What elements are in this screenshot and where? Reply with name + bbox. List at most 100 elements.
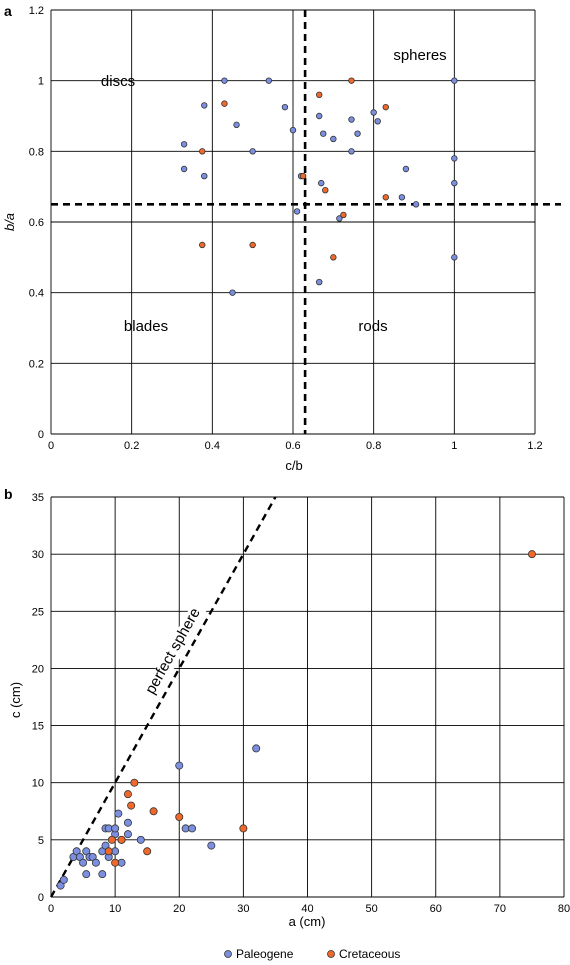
panel-b-point-paleogene [136,835,145,844]
panel-b-x-tick-label: 0 [48,903,54,915]
panel-a-point-cretaceous [348,77,355,84]
panel-a-x-tick-label: 0.6 [285,440,300,452]
panel-b-x-tick-label: 40 [301,903,313,915]
panel-b-point-paleogene [207,841,216,850]
panel-a-y-tick-label: 0 [38,429,44,441]
panel-b-point-cretaceous [143,847,152,856]
perfect-sphere-dash [49,496,277,898]
panel-b-point-cretaceous [111,858,120,867]
panel-b: b 0 10 20 30 40 50 60 70 80 0 5 10 15 20 25 30 35 perfec… [4,486,570,961]
panel-b-x-tick-label: 50 [366,903,378,915]
panel-b-y-tick-label: 0 [38,892,44,904]
panel-b-point-paleogene [82,870,91,879]
perfect-sphere-line: perfect sphere [49,496,277,898]
panel-a-point-cretaceous [382,194,389,201]
panel-a-y-tick-label: 0.2 [29,358,44,370]
panel-a-x-axis-label: c/b [285,458,302,473]
panel-a-points [180,77,458,296]
panel-b-point-cretaceous [104,847,113,856]
panel-a-point-cretaceous [221,100,228,107]
panel-b-point-paleogene [123,830,132,839]
panel-b-point-paleogene [79,858,88,867]
panel-b-point-cretaceous [239,824,248,833]
legend: Paleogene Cretaceous [224,947,400,961]
panel-a-tick-labels: 0 0.2 0.4 0.6 0.8 1 1.2 0 0.2 0.4 0.6 0.8 1 1.2 [29,5,543,452]
panel-a-point-cretaceous [199,241,206,249]
panel-b-y-tick-label: 30 [32,549,44,561]
panel-b-point-cretaceous [107,835,116,844]
panel-a-point-paleogene [354,130,361,137]
panel-b-point-paleogene [252,744,261,753]
panel-b-point-paleogene [188,824,197,833]
panel-a-point-paleogene [451,155,458,162]
panel-b-point-paleogene [91,858,100,867]
panel-a-x-tick-label: 0 [48,440,54,452]
panel-b-point-paleogene [175,761,184,770]
panel-b-y-tick-label: 20 [32,663,44,675]
panel-a-y-tick-label: 1 [38,76,44,88]
panel-b-point-cretaceous [527,550,536,559]
panel-a-point-paleogene [451,77,458,84]
panel-a-y-tick-label: 0.6 [29,217,44,229]
panel-b-x-tick-label: 30 [237,903,249,915]
perfect-sphere-label-bg [141,602,207,702]
panel-a-point-paleogene [289,126,297,134]
panel-a-point-paleogene [233,121,240,129]
panel-a-point-paleogene [201,172,208,180]
panel-b-point-paleogene [114,809,123,818]
panel-a-point-paleogene [320,130,327,137]
panel-b-x-tick-label: 10 [109,903,121,915]
panel-b-y-tick-label: 10 [32,778,44,790]
panel-a-x-tick-label: 0.8 [366,440,381,452]
panel-a-region-blades: blades [124,318,168,335]
panel-a-threshold-lines [51,10,561,434]
panel-b-tick-labels: 0 10 20 30 40 50 60 70 80 0 5 10 15 20 25 30 35 [32,492,570,915]
panel-b-x-tick-label: 60 [430,903,442,915]
panel-a-point-paleogene [249,148,256,155]
legend-marker-cretaceous [327,950,335,958]
panel-b-y-tick-label: 5 [38,835,44,847]
panel-b-point-paleogene [98,870,107,879]
panel-a-point-paleogene [229,289,236,296]
panel-b-point-cretaceous [130,778,139,787]
panel-b-point-cretaceous [149,807,158,816]
panel-a-region-discs: discs [101,73,135,90]
panel-a-point-cretaceous [382,103,389,111]
panel-a-y-tick-label: 0.8 [29,146,44,158]
legend-item-paleogene: Paleogene [224,947,294,961]
panel-b-y-tick-label: 25 [32,606,44,618]
panel-a-point-cretaceous [199,148,206,155]
panel-b-point-paleogene [111,824,120,833]
legend-label-cretaceous: Cretaceous [339,947,400,961]
panel-a-point-paleogene [281,103,289,111]
panel-b-point-cretaceous [117,835,126,844]
legend-item-cretaceous: Cretaceous [327,947,400,961]
panel-a-point-paleogene [318,179,325,187]
perfect-sphere-label: perfect sphere [142,605,204,697]
panel-a-point-paleogene [293,208,301,215]
panel-a-point-paleogene [336,215,343,222]
panel-a-x-tick-label: 0.4 [205,440,220,452]
panel-a-point-paleogene [265,77,272,84]
legend-marker-paleogene [224,950,232,958]
panel-a-point-paleogene [201,102,208,109]
panel-a-y-axis-label: b/a [2,213,17,231]
panel-a-x-tick-label: 0.2 [124,440,139,452]
panel-a-region-rods: rods [358,318,387,335]
panel-a-point-paleogene [370,109,377,116]
panel-a-label: a [4,3,12,19]
panel-a-region-spheres: spheres [393,47,446,64]
panel-b-y-tick-label: 35 [32,492,44,504]
panel-b-x-tick-label: 20 [173,903,185,915]
panel-b-point-cretaceous [127,801,136,810]
panel-b-y-tick-label: 15 [32,721,44,733]
panel-a-point-cretaceous [330,254,337,261]
panel-a-point-paleogene [398,194,406,201]
panel-a-point-cretaceous [340,211,347,219]
panel-a-point-paleogene [348,116,355,123]
panel-a-point-paleogene [180,141,188,148]
panel-a-point-paleogene [412,201,420,208]
panel-b-points [56,550,536,890]
panel-a-point-paleogene [402,165,410,173]
